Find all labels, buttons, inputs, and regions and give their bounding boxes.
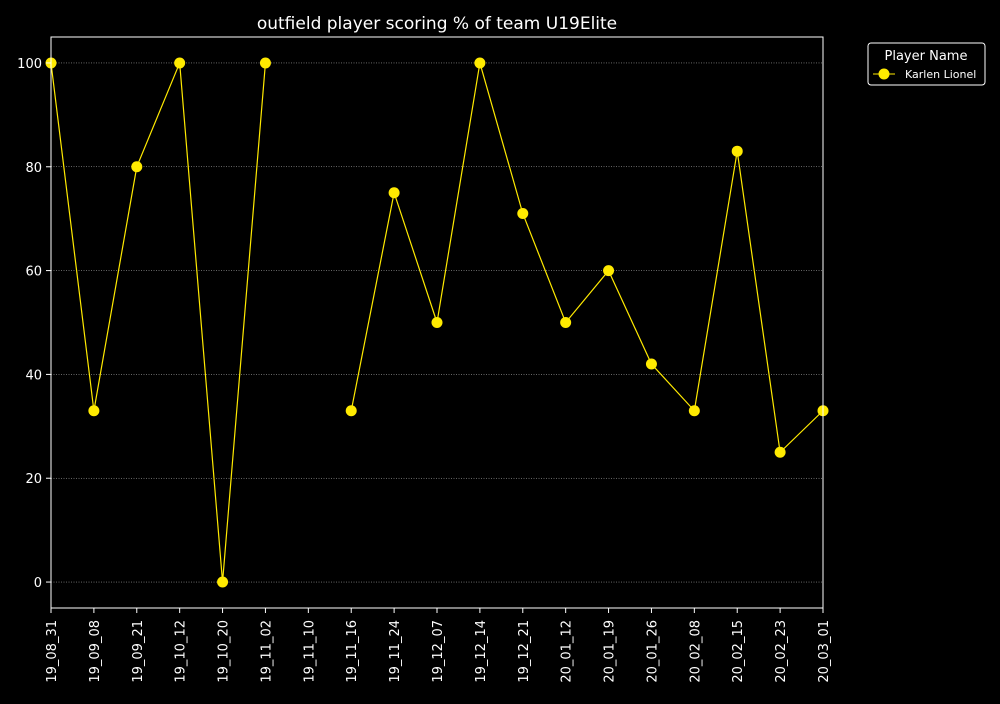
data-point	[774, 446, 786, 458]
data-point	[345, 405, 357, 417]
x-tick-label: 20_02_23	[774, 620, 789, 683]
data-point	[517, 207, 529, 219]
y-tick-label: 80	[25, 161, 42, 176]
data-point	[731, 145, 743, 157]
x-tick-label: 20_02_08	[688, 620, 703, 683]
x-tick-label: 19_12_07	[431, 620, 446, 683]
x-tick-label: 19_08_31	[45, 620, 60, 683]
x-tick-label: 19_11_10	[302, 620, 317, 683]
x-tick-label: 20_01_12	[560, 620, 575, 683]
x-tick-label: 20_02_15	[731, 620, 746, 683]
data-point	[431, 317, 443, 328]
data-point	[688, 405, 700, 417]
chart-title: outfield player scoring % of team U19Eli…	[257, 14, 617, 34]
legend-box	[867, 42, 986, 86]
series-line	[350, 62, 824, 454]
x-tick-label: 19_12_14	[474, 620, 489, 683]
x-tick-label: 19_10_20	[217, 620, 232, 683]
data-point	[217, 576, 229, 588]
data-point	[259, 57, 271, 69]
data-point	[88, 405, 100, 417]
axes: 0 20 40 60 80 100 19_08_31 19_09_08 19_09_21 19_1…	[17, 57, 832, 683]
legend-title: Player Name	[885, 49, 968, 64]
legend-marker-sample	[878, 68, 890, 80]
data-point	[560, 317, 572, 328]
y-tick-label: 100	[17, 57, 42, 72]
series-layer	[45, 57, 829, 588]
legend-series-label: Karlen Lionel	[905, 68, 976, 81]
data-point	[388, 187, 400, 199]
series-line	[50, 62, 267, 583]
x-tick-label: 20_03_01	[817, 620, 832, 683]
data-point	[174, 57, 186, 69]
y-tick-label: 0	[34, 576, 42, 591]
x-tick-label: 20_01_26	[645, 620, 660, 683]
x-tick-label: 19_11_02	[259, 620, 274, 683]
x-tick-label: 20_01_19	[603, 620, 618, 683]
x-tick-label: 19_11_16	[345, 620, 360, 683]
y-tick-label: 20	[25, 472, 42, 487]
x-tick-label: 19_12_21	[517, 620, 532, 683]
y-tick-label: 40	[25, 368, 42, 383]
data-point	[603, 265, 615, 277]
x-tick-label: 19_10_12	[174, 620, 189, 683]
legend: Player Name Karlen Lionel	[867, 42, 986, 86]
data-point	[131, 161, 143, 173]
y-tick-label: 60	[25, 265, 42, 280]
x-tick-label: 19_11_24	[388, 620, 403, 683]
x-tick-label: 19_09_08	[88, 620, 103, 683]
x-tick-label: 19_09_21	[131, 620, 146, 683]
grid-lines	[51, 62, 823, 583]
data-point	[474, 57, 486, 69]
data-point	[645, 358, 657, 370]
